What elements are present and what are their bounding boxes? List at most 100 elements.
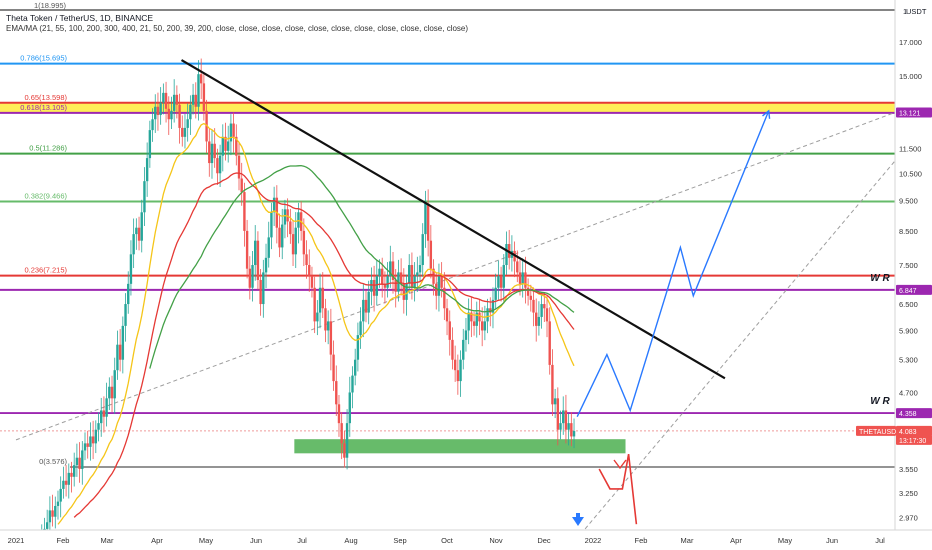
candle-body xyxy=(424,203,427,235)
candle-body xyxy=(394,279,397,292)
down-arrow-stem-icon xyxy=(576,513,580,518)
time-tick-label: Jun xyxy=(826,536,838,545)
candle-body xyxy=(91,436,95,444)
candle-body xyxy=(324,308,327,331)
price-tick-label: 5.300 xyxy=(899,356,918,365)
candle-body xyxy=(372,279,376,296)
candle-body xyxy=(313,287,316,322)
time-tick-label: Jun xyxy=(250,536,262,545)
candle-body xyxy=(410,265,414,288)
candle-body xyxy=(305,254,308,266)
candle-body xyxy=(553,398,557,405)
candle-body xyxy=(499,276,503,288)
price-tick-label: 2.970 xyxy=(899,514,918,523)
candle-body xyxy=(151,119,154,131)
candle-body xyxy=(59,488,62,502)
candle-body xyxy=(83,443,87,451)
fib-level-label: 0.786(15.695) xyxy=(20,54,67,63)
price-tick-label: 3.250 xyxy=(899,489,918,498)
symbol-title: Theta Token / TetherUS, 1D, BINANCE xyxy=(6,13,154,23)
candle-body xyxy=(308,265,311,277)
candle-body xyxy=(70,472,73,477)
time-tick-label: Mar xyxy=(681,536,694,545)
candle-body xyxy=(486,308,489,322)
candle-body xyxy=(154,106,157,120)
price-badge xyxy=(856,425,896,436)
candle-body xyxy=(475,312,478,326)
price-badge xyxy=(896,408,932,419)
candle-body xyxy=(100,410,103,424)
candle-body xyxy=(316,312,319,322)
candle-body xyxy=(562,410,565,424)
candle-body xyxy=(326,321,330,331)
candle-body xyxy=(389,261,392,277)
candle-body xyxy=(129,254,133,284)
candle-body xyxy=(235,136,238,156)
projected-arrowhead xyxy=(762,109,771,119)
candle-body xyxy=(448,321,451,340)
candle-body xyxy=(72,465,76,477)
candle-body xyxy=(237,155,241,179)
time-tick-label: Jul xyxy=(875,536,885,545)
candle-body xyxy=(189,104,192,120)
candle-body xyxy=(383,283,387,288)
price-tick-label: 15.000 xyxy=(899,72,922,81)
time-axis-bg xyxy=(0,530,932,550)
candle-body xyxy=(483,321,487,331)
candle-body xyxy=(386,276,389,288)
price-badge-label: 4.083 xyxy=(899,429,917,436)
candle-body xyxy=(391,261,395,280)
candle-body xyxy=(453,359,457,371)
ma-green-line xyxy=(149,164,575,369)
candle-body xyxy=(221,136,224,156)
candle-body xyxy=(489,308,492,313)
candle-body xyxy=(348,392,351,424)
candle-body xyxy=(556,398,560,430)
wr-annotation: W R xyxy=(870,396,890,407)
candle-body xyxy=(178,104,181,128)
candle-body xyxy=(356,335,360,360)
candle-body xyxy=(175,94,179,105)
candle-body xyxy=(567,423,570,430)
candle-body xyxy=(159,102,162,116)
fib-level-label: 0.5(11.286) xyxy=(29,144,67,153)
candle-body xyxy=(45,522,49,529)
candle-body xyxy=(472,321,476,326)
candle-body xyxy=(478,312,481,322)
candle-body xyxy=(491,299,495,313)
candle-body xyxy=(437,276,441,296)
price-axis-top-mark: 1 xyxy=(903,7,907,16)
price-badge xyxy=(896,284,932,295)
candle-body xyxy=(432,268,435,284)
candle-body xyxy=(172,94,176,111)
candle-body xyxy=(229,123,233,142)
dashed-trendline xyxy=(15,111,895,441)
fib-level-label: 0.618(13.105) xyxy=(20,103,67,112)
price-badge xyxy=(896,107,932,118)
candle-body xyxy=(402,283,406,300)
candle-body xyxy=(148,130,152,159)
price-tick-label: 10.500 xyxy=(899,169,922,178)
candle-body xyxy=(102,410,106,417)
candle-body xyxy=(364,299,368,313)
price-tick-label: 11.500 xyxy=(899,144,921,153)
price-tick-label: 3.550 xyxy=(899,465,918,474)
candle-body xyxy=(64,480,68,485)
candle-body xyxy=(526,287,530,296)
candle-body xyxy=(413,276,416,288)
candle-body xyxy=(416,272,419,277)
candle-body xyxy=(208,141,211,164)
candle-body xyxy=(345,423,349,458)
ma-red-line xyxy=(73,172,575,518)
candle-body xyxy=(289,221,292,235)
candle-body xyxy=(545,308,549,322)
candle-body xyxy=(451,339,454,360)
price-badge-label: 13.121 xyxy=(899,110,921,117)
dashed-trendline xyxy=(584,160,895,530)
candle-body xyxy=(94,429,98,444)
candle-body xyxy=(548,321,551,365)
candle-body xyxy=(135,227,138,235)
candle-body xyxy=(118,344,122,360)
time-tick-label: May xyxy=(199,536,213,545)
